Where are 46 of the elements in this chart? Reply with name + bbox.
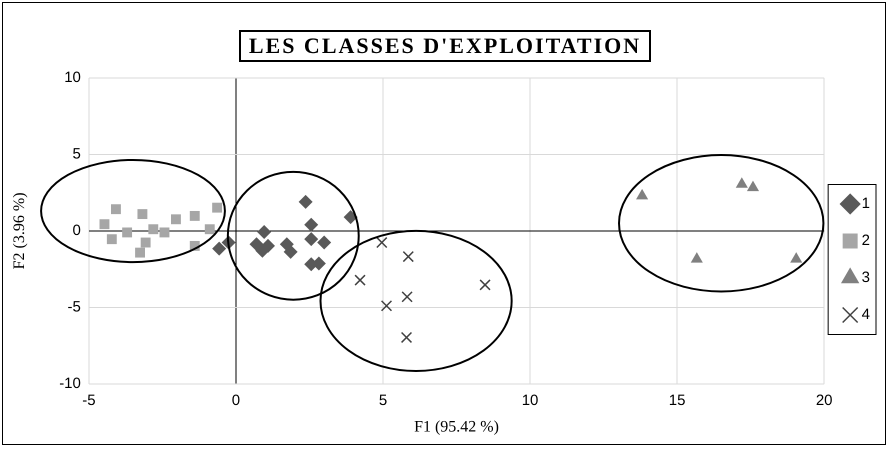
legend-label: 2 (862, 232, 870, 250)
legend-label: 3 (862, 269, 870, 286)
point (298, 194, 313, 209)
point (400, 332, 412, 344)
point (479, 279, 491, 291)
point (170, 214, 181, 224)
x-tick-label: 15 (668, 392, 686, 409)
y-tick-label: 5 (72, 146, 81, 163)
point (250, 237, 264, 252)
point (122, 227, 132, 238)
y-axis-title: F2 (3.96 %) (10, 192, 28, 270)
point (401, 291, 413, 302)
point (148, 224, 158, 234)
point (380, 300, 392, 312)
point (135, 248, 146, 258)
y-tick-label: 0 (72, 222, 81, 240)
x-tick-label: 10 (522, 392, 538, 409)
x-tick-label: 0 (232, 392, 240, 409)
legend-label: 1 (862, 195, 870, 212)
point (257, 224, 272, 239)
point (304, 232, 318, 246)
point (304, 218, 318, 232)
point (354, 274, 366, 286)
point (317, 236, 332, 250)
y-tick-label: -10 (59, 374, 81, 392)
point (160, 227, 170, 238)
y-tick-label: 10 (64, 69, 81, 86)
point (284, 244, 298, 259)
x-axis-title: F1 (95.42 %) (414, 418, 499, 436)
point (190, 210, 200, 221)
x-tick-label: 5 (378, 392, 388, 409)
y-tick-label: -5 (68, 298, 81, 316)
point (137, 209, 148, 220)
point (106, 234, 117, 244)
legend-label: 4 (862, 306, 870, 324)
point (344, 210, 358, 224)
point (110, 204, 121, 214)
point (204, 224, 215, 234)
point (212, 242, 226, 256)
point (140, 238, 151, 248)
point (100, 219, 110, 230)
point (402, 250, 414, 262)
x-tick-label: 20 (816, 392, 832, 409)
point (212, 202, 222, 213)
point (376, 236, 388, 248)
chart-title: LES CLASSES D'EXPLOITATION (238, 30, 652, 62)
